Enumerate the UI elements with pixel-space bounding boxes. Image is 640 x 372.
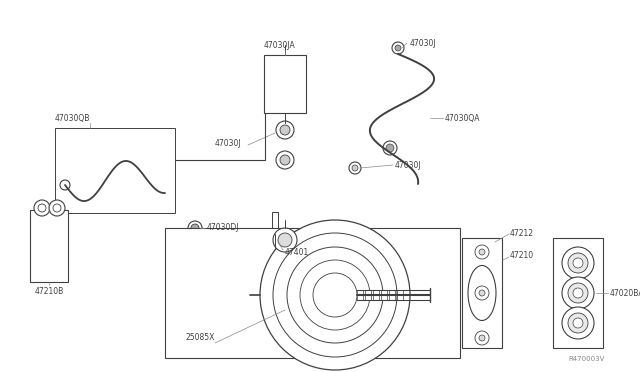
Circle shape: [573, 258, 583, 268]
Circle shape: [479, 335, 485, 341]
Text: 47020BA: 47020BA: [610, 289, 640, 298]
Circle shape: [191, 224, 199, 232]
Circle shape: [34, 200, 50, 216]
Bar: [30, 210, 68, 282]
Circle shape: [53, 204, 61, 212]
Circle shape: [280, 125, 290, 135]
Circle shape: [276, 121, 294, 139]
Circle shape: [49, 200, 65, 216]
Circle shape: [273, 228, 297, 252]
Circle shape: [273, 233, 397, 357]
Text: 47030J: 47030J: [215, 138, 242, 148]
Circle shape: [300, 260, 370, 330]
Polygon shape: [462, 238, 502, 348]
Bar: [55, 128, 175, 213]
Bar: [357, 290, 363, 300]
Text: R470003V: R470003V: [568, 356, 605, 362]
Text: 47210: 47210: [510, 250, 534, 260]
Circle shape: [38, 204, 46, 212]
Circle shape: [276, 151, 294, 169]
Text: 47212: 47212: [510, 228, 534, 237]
Circle shape: [352, 165, 358, 171]
Bar: [373, 290, 379, 300]
Bar: [553, 238, 603, 348]
Circle shape: [392, 42, 404, 54]
Circle shape: [188, 221, 202, 235]
Circle shape: [280, 155, 290, 165]
Bar: [365, 290, 371, 300]
Circle shape: [395, 45, 401, 51]
Circle shape: [475, 245, 489, 259]
Circle shape: [573, 318, 583, 328]
Circle shape: [568, 253, 588, 273]
Text: 47030J: 47030J: [410, 38, 436, 48]
Circle shape: [313, 273, 357, 317]
Text: 47030QB: 47030QB: [55, 114, 90, 123]
Text: 47030JA: 47030JA: [264, 41, 296, 50]
Text: 47030QA: 47030QA: [445, 113, 481, 122]
Text: 47030DJ: 47030DJ: [207, 224, 239, 232]
Circle shape: [287, 247, 383, 343]
Bar: [264, 55, 306, 113]
Circle shape: [479, 249, 485, 255]
Circle shape: [562, 247, 594, 279]
Ellipse shape: [468, 266, 496, 321]
Bar: [397, 290, 403, 300]
Text: 47030J: 47030J: [395, 160, 422, 170]
Circle shape: [386, 144, 394, 152]
Circle shape: [475, 286, 489, 300]
Bar: [165, 228, 460, 358]
Circle shape: [60, 180, 70, 190]
Text: 25085X: 25085X: [185, 333, 214, 342]
Bar: [389, 290, 395, 300]
Circle shape: [568, 313, 588, 333]
Circle shape: [573, 288, 583, 298]
Circle shape: [475, 331, 489, 345]
Circle shape: [349, 162, 361, 174]
Circle shape: [260, 220, 410, 370]
Bar: [272, 212, 278, 234]
Circle shape: [568, 283, 588, 303]
Text: 47401: 47401: [285, 248, 309, 257]
Circle shape: [562, 277, 594, 309]
Text: 47210B: 47210B: [35, 287, 63, 296]
Circle shape: [562, 307, 594, 339]
Circle shape: [479, 290, 485, 296]
Circle shape: [278, 233, 292, 247]
Circle shape: [383, 141, 397, 155]
Bar: [381, 290, 387, 300]
